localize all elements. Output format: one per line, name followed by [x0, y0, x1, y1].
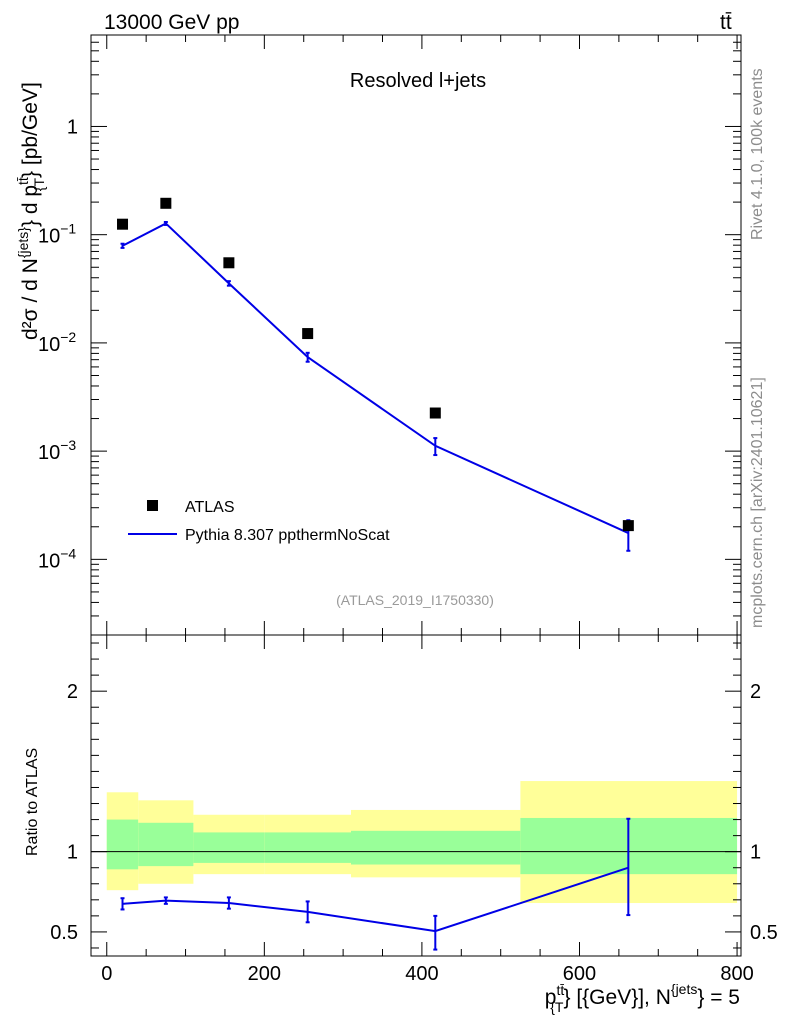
ylabel-t-sub: {T [31, 178, 47, 192]
ylabel-dp: } d p [19, 185, 42, 227]
xlabel-jets-sup: {jets [671, 981, 697, 997]
main-panel-frame [90, 34, 742, 636]
y-tick-label: 10−4 [38, 545, 76, 572]
legend: ATLAS Pythia 8.307 ppthermNoScat [128, 499, 390, 544]
x-tick-label: 800 [720, 963, 753, 985]
mcplots-label: mcplots.cern.ch [arXiv:2401.10621] [749, 377, 766, 628]
main-title: Resolved l+jets [350, 70, 486, 92]
main-panel-content [117, 197, 634, 552]
xlabel-t-sub: {T [550, 999, 564, 1015]
x-tick-label: 600 [563, 963, 596, 985]
x-axis-label: ptt̄ {T} [{GeV}], N{jets} = 5 [545, 981, 740, 1015]
y-tick-label-right: 2 [750, 681, 761, 703]
uncertainty-band-inner [264, 832, 351, 863]
xlabel-p: p [545, 986, 557, 1009]
legend-atlas-marker [147, 500, 158, 511]
energy-label: 13000 GeV pp [104, 11, 239, 34]
series-line [122, 866, 629, 933]
data-point [429, 407, 441, 419]
uncertainty-band-inner [106, 819, 139, 870]
main-axes: 1 10−1 10−2 10−3 10−4 [38, 34, 741, 636]
y-tick-label: 1 [67, 842, 78, 864]
y-tick-label: 2 [67, 681, 78, 703]
main-y-axis-label: d²σ / d N{jets}} d ptt̄{T} [pb/GeV] [15, 82, 47, 340]
data-point [223, 257, 235, 269]
ylabel-d2sigma: d²σ [19, 308, 42, 340]
ratio-y-axis-label: Ratio to ATLAS [24, 748, 41, 856]
data-point [302, 328, 314, 340]
series-line [122, 222, 629, 534]
process-label: tt̄ [720, 11, 732, 34]
y-tick-label: 1 [67, 116, 78, 138]
ylabel-close: } [pb/GeV] [19, 82, 42, 178]
xlabel-tt-sup: tt̄ [556, 982, 564, 998]
data-point [160, 197, 172, 209]
x-tick-label: 0 [101, 963, 112, 985]
y-tick-label: 0.5 [50, 922, 78, 944]
y-tick-label: 10−1 [38, 221, 76, 248]
ratio-panel-frame [90, 634, 742, 957]
ylabel-tt-sup: tt̄ [15, 177, 31, 185]
data-point [622, 520, 634, 532]
data-point [117, 218, 129, 230]
uncertainty-band-inner [193, 832, 265, 863]
ratio-panel-content [91, 781, 741, 951]
ylabel-dn: d N [19, 258, 42, 291]
y-tick-label-right: 0.5 [750, 922, 778, 944]
y-tick-label-right: 1 [750, 842, 761, 864]
x-tick-label: 200 [248, 963, 281, 985]
uncertainty-band-inner [351, 830, 521, 865]
xlabel-rest: } [{GeV}], N [563, 986, 670, 1009]
analysis-label: (ATLAS_2019_I1750330) [336, 592, 494, 608]
rivet-label: Rivet 4.1.0, 100k events [749, 68, 766, 240]
uncertainty-band-inner [138, 822, 194, 867]
ylabel-slash: / [19, 291, 42, 309]
legend-pythia-label: Pythia 8.307 ppthermNoScat [185, 527, 390, 544]
ratio-axes: 0 200 400 600 800 0.5 0.5 1 1 2 2 [50, 635, 778, 985]
ylabel-jets-sup: {jets} [15, 227, 31, 258]
y-tick-label: 10−2 [38, 329, 76, 356]
y-tick-label: 10−3 [38, 437, 76, 464]
legend-atlas-label: ATLAS [185, 499, 235, 516]
xlabel-tail: } = 5 [697, 986, 740, 1009]
x-tick-label: 400 [405, 963, 438, 985]
